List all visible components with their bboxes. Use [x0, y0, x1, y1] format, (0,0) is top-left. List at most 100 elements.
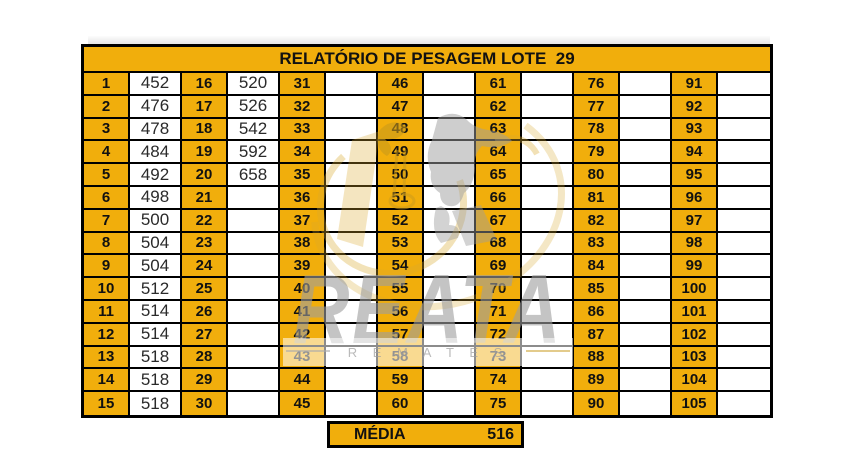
index-cell: 17 [182, 95, 228, 119]
weight-cell [718, 73, 770, 96]
index-cell: 44 [280, 369, 326, 393]
index-cell: 71 [476, 300, 522, 324]
index-cell: 57 [378, 323, 424, 347]
index-cell: 97 [672, 209, 718, 233]
index-cell: 58 [378, 346, 424, 370]
index-cell: 77 [574, 95, 620, 119]
weight-cell [424, 232, 476, 256]
index-cell: 92 [672, 95, 718, 119]
weight-cell [424, 95, 476, 119]
index-cell: 105 [672, 392, 718, 415]
index-cell: 101 [672, 300, 718, 324]
weight-cell [620, 369, 672, 393]
index-cell: 20 [182, 164, 228, 187]
weight-cell [228, 209, 280, 233]
index-cell: 96 [672, 186, 718, 210]
index-cell: 33 [280, 118, 326, 142]
index-cell: 4 [84, 141, 130, 165]
table-grid: 1 452 16 520 31 46 61 76 91 2 476 17 526 32 47 62 77 92 3 4… [84, 73, 770, 415]
weight-cell [718, 209, 770, 233]
index-cell: 34 [280, 141, 326, 165]
media-average-value: 516 [487, 425, 514, 443]
weight-cell: 518 [130, 392, 182, 415]
weight-cell [522, 232, 574, 256]
index-cell: 69 [476, 255, 522, 279]
index-cell: 13 [84, 346, 130, 370]
index-cell: 78 [574, 118, 620, 142]
weight-cell [228, 392, 280, 415]
weight-cell: 514 [130, 300, 182, 324]
index-cell: 88 [574, 346, 620, 370]
weight-cell [424, 300, 476, 324]
weight-cell [718, 95, 770, 119]
index-cell: 45 [280, 392, 326, 415]
index-cell: 30 [182, 392, 228, 415]
index-cell: 50 [378, 164, 424, 187]
weight-cell [718, 232, 770, 256]
index-cell: 31 [280, 73, 326, 96]
index-cell: 36 [280, 186, 326, 210]
weight-cell [522, 369, 574, 393]
weight-cell: 492 [130, 164, 182, 187]
index-cell: 90 [574, 392, 620, 415]
weight-cell [326, 209, 378, 233]
weight-cell: 592 [228, 141, 280, 165]
weight-cell: 452 [130, 73, 182, 96]
index-cell: 15 [84, 392, 130, 415]
weight-cell [424, 209, 476, 233]
index-cell: 41 [280, 300, 326, 324]
weight-cell: 658 [228, 164, 280, 187]
index-cell: 63 [476, 118, 522, 142]
index-cell: 23 [182, 232, 228, 256]
weight-cell [522, 73, 574, 96]
index-cell: 24 [182, 255, 228, 279]
index-cell: 87 [574, 323, 620, 347]
weight-cell [326, 369, 378, 393]
index-cell: 76 [574, 73, 620, 96]
weight-cell [424, 369, 476, 393]
weight-cell [228, 255, 280, 279]
index-cell: 74 [476, 369, 522, 393]
weight-cell: 504 [130, 255, 182, 279]
weight-cell [326, 186, 378, 210]
weight-cell [620, 323, 672, 347]
index-cell: 99 [672, 255, 718, 279]
index-cell: 89 [574, 369, 620, 393]
weight-cell [424, 278, 476, 301]
index-cell: 43 [280, 346, 326, 370]
index-cell: 48 [378, 118, 424, 142]
weight-cell [424, 346, 476, 370]
index-cell: 98 [672, 232, 718, 256]
weight-cell [228, 278, 280, 301]
index-cell: 10 [84, 278, 130, 301]
weight-cell [620, 255, 672, 279]
index-cell: 42 [280, 323, 326, 347]
weight-cell [522, 141, 574, 165]
weight-cell [424, 392, 476, 415]
index-cell: 19 [182, 141, 228, 165]
index-cell: 80 [574, 164, 620, 187]
weight-cell [326, 278, 378, 301]
index-cell: 14 [84, 369, 130, 393]
index-cell: 39 [280, 255, 326, 279]
index-cell: 81 [574, 186, 620, 210]
weight-cell [620, 278, 672, 301]
index-cell: 73 [476, 346, 522, 370]
weight-cell [620, 141, 672, 165]
weight-cell [326, 95, 378, 119]
weight-cell [522, 323, 574, 347]
index-cell: 37 [280, 209, 326, 233]
index-cell: 53 [378, 232, 424, 256]
index-cell: 65 [476, 164, 522, 187]
weight-cell [718, 255, 770, 279]
weight-cell [522, 255, 574, 279]
weight-cell [522, 118, 574, 142]
index-cell: 27 [182, 323, 228, 347]
weight-cell [620, 346, 672, 370]
index-cell: 61 [476, 73, 522, 96]
index-cell: 46 [378, 73, 424, 96]
index-cell: 12 [84, 323, 130, 347]
index-cell: 70 [476, 278, 522, 301]
weight-cell [424, 141, 476, 165]
weight-cell [620, 164, 672, 187]
